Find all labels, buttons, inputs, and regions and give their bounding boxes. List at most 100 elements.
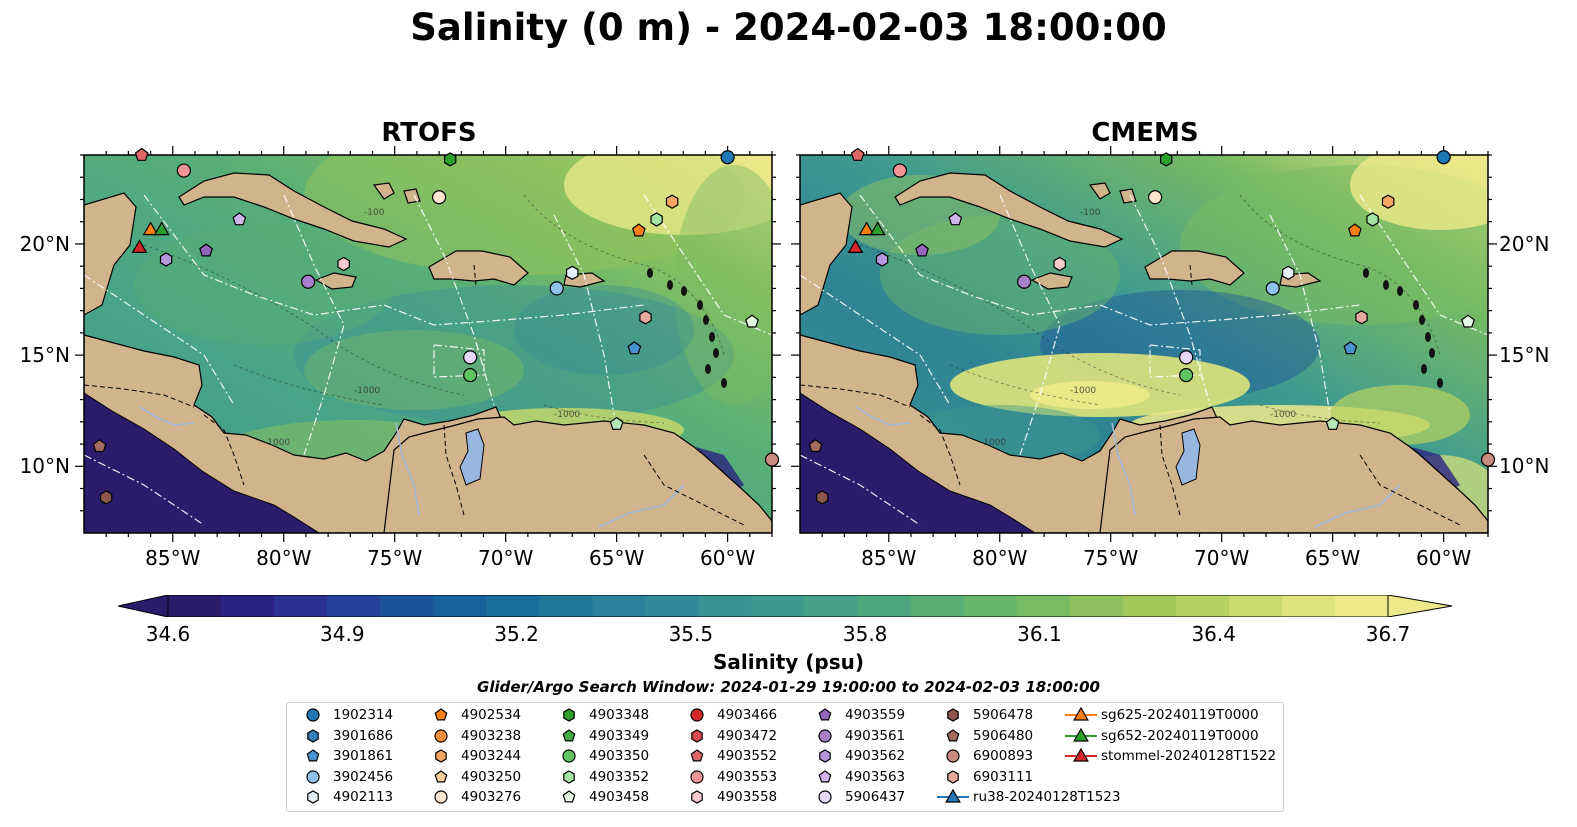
legend-marker-icon bbox=[1065, 706, 1097, 721]
colorbar-tick-label: 36.7 bbox=[1365, 622, 1411, 646]
obs-marker-4903553 bbox=[892, 163, 907, 178]
obs-marker-5906478 bbox=[100, 490, 113, 505]
colorbar-segment bbox=[857, 595, 912, 617]
legend-marker-icon bbox=[434, 790, 448, 804]
colorbar-segment bbox=[168, 595, 222, 617]
obs-marker-4903276 bbox=[431, 190, 447, 205]
lon-tick-label-left: 65°W bbox=[589, 546, 645, 570]
map-panel-rtofs: -1000 -1000 -100 -1000 bbox=[75, 146, 781, 542]
obs-marker-4902534 bbox=[631, 223, 646, 237]
lon-tick-label-right: 65°W bbox=[1305, 546, 1361, 570]
colorbar-segment bbox=[1334, 595, 1389, 617]
obs-marker-4902534 bbox=[1347, 223, 1362, 237]
legend-marker-icon bbox=[306, 749, 320, 762]
svg-text:-100: -100 bbox=[364, 208, 385, 218]
colorbar-segment bbox=[963, 595, 1018, 617]
legend-symbol bbox=[946, 749, 960, 763]
svg-text:-1000: -1000 bbox=[264, 438, 290, 448]
colorbar-label: Salinity (psu) bbox=[712, 650, 864, 674]
colorbar-tick-label: 34.9 bbox=[320, 622, 365, 646]
legend-symbol bbox=[691, 790, 703, 804]
legend-symbol bbox=[434, 728, 448, 743]
obs-marker-4903352 bbox=[650, 212, 663, 227]
legend-symbol bbox=[563, 708, 575, 722]
legend-label: 5906478 bbox=[973, 707, 1034, 723]
lon-tick-label-left: 70°W bbox=[478, 546, 534, 570]
obs-marker-5906437 bbox=[463, 350, 478, 365]
legend-marker-icon bbox=[434, 728, 448, 743]
legend-label: 4903238 bbox=[461, 727, 522, 744]
obs-marker-4903458b bbox=[1325, 416, 1340, 430]
legend-label: 4903348 bbox=[589, 707, 650, 723]
legend-symbol bbox=[562, 790, 576, 803]
legend-marker-icon bbox=[562, 728, 576, 741]
legend-triangle bbox=[1073, 727, 1089, 742]
obs-marker-4903552 bbox=[850, 147, 865, 161]
obs-marker-3902456 bbox=[549, 281, 564, 296]
colorbar-segment bbox=[698, 595, 753, 617]
obs-marker-1902314 bbox=[720, 150, 735, 165]
legend-symbol bbox=[562, 728, 576, 741]
legend-symbol bbox=[819, 749, 831, 763]
obs-marker-4903561 bbox=[301, 274, 316, 289]
obs-marker-6900893 bbox=[764, 452, 780, 467]
svg-text:-1000: -1000 bbox=[980, 438, 1006, 448]
legend-label: 3901861 bbox=[333, 748, 394, 764]
colorbar-segment bbox=[592, 595, 646, 617]
legend-label: 4903552 bbox=[717, 748, 778, 764]
lon-tick-label-right: 60°W bbox=[1415, 546, 1472, 570]
legend-symbol bbox=[307, 790, 319, 804]
legend-marker-icon bbox=[946, 728, 960, 741]
colorbar-tick-label: 35.5 bbox=[668, 622, 714, 646]
obs-marker-5906437 bbox=[1179, 350, 1194, 365]
legend-label: 4903558 bbox=[717, 789, 778, 805]
legend-label: 4903553 bbox=[717, 768, 778, 785]
obs-marker-4903244 bbox=[665, 194, 679, 209]
svg-text:-1000: -1000 bbox=[354, 386, 380, 396]
obs-marker-5906480 bbox=[808, 439, 823, 453]
obs-marker-5906478 bbox=[816, 490, 829, 505]
legend-marker-icon bbox=[818, 728, 832, 743]
obs-marker-4903458 bbox=[745, 314, 759, 328]
legend-label: 4903562 bbox=[845, 748, 906, 764]
colorbar-segment bbox=[539, 595, 593, 617]
legend-marker-icon bbox=[818, 708, 832, 721]
lat-tick-label-left: 10°N bbox=[19, 454, 70, 479]
legend-label: 3902456 bbox=[333, 768, 394, 785]
obs-marker-4903562 bbox=[875, 252, 889, 267]
legend-marker-icon bbox=[435, 749, 447, 763]
legend-marker-icon bbox=[691, 728, 703, 743]
colorbar-segment bbox=[486, 595, 540, 617]
legend-label: 4903350 bbox=[589, 748, 650, 764]
legend-marker-icon bbox=[690, 749, 704, 762]
obs-marker-4903352 bbox=[1366, 212, 1379, 227]
legend-marker-icon bbox=[691, 790, 703, 804]
lon-tick-label-right: 75°W bbox=[1083, 546, 1139, 570]
legend-marker-icon bbox=[563, 708, 575, 722]
legend-marker-icon bbox=[818, 769, 832, 782]
legend-marker-icon bbox=[562, 749, 576, 763]
legend-label: sg652-20240119T0000 bbox=[1101, 727, 1259, 744]
lon-tick-label-left: 85°W bbox=[145, 546, 201, 570]
svg-text:-100: -100 bbox=[1080, 208, 1101, 218]
legend-symbol bbox=[690, 749, 704, 762]
lon-tick-label-right: 85°W bbox=[861, 546, 917, 570]
svg-text:-1000: -1000 bbox=[554, 410, 580, 420]
colorbar-segment bbox=[274, 595, 328, 617]
legend-label: 6900893 bbox=[973, 748, 1034, 764]
legend-symbol bbox=[691, 728, 703, 743]
obs-marker-4903458b bbox=[609, 416, 624, 430]
colorbar-segment bbox=[327, 595, 381, 617]
legend-label: 4903458 bbox=[589, 789, 650, 805]
colorbar-segment bbox=[433, 595, 487, 617]
lat-tick-label-right: 15°N bbox=[1499, 343, 1550, 368]
colorbar-segment bbox=[1122, 595, 1177, 617]
obs-marker-4903458 bbox=[1461, 314, 1475, 328]
colorbar-segment bbox=[751, 595, 806, 617]
search-window-caption: Glider/Argo Search Window: 2024-01-29 19… bbox=[477, 678, 1100, 696]
obs-marker-5906480 bbox=[92, 439, 107, 453]
legend-marker-icon bbox=[562, 790, 576, 803]
colorbar-segment bbox=[1228, 595, 1283, 617]
colorbar bbox=[118, 595, 1453, 617]
obs-marker-4903276 bbox=[1147, 190, 1163, 205]
